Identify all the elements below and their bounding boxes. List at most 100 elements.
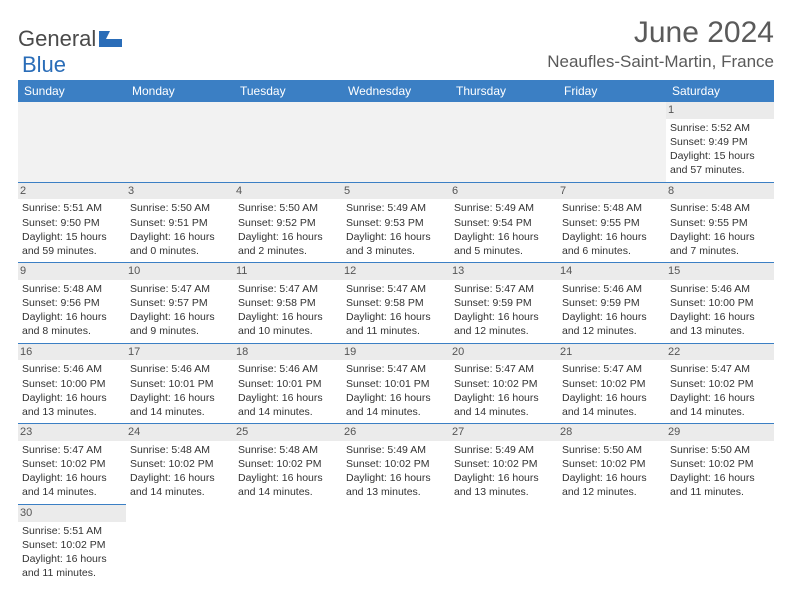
day-number: 8 [666,183,774,200]
daylight-text: and 12 minutes. [562,324,662,338]
day-cell: 11Sunrise: 5:47 AMSunset: 9:58 PMDayligh… [234,263,342,344]
day-cell: 28Sunrise: 5:50 AMSunset: 10:02 PMDaylig… [558,424,666,505]
daylight-text: and 12 minutes. [562,485,662,499]
daylight-text: and 59 minutes. [22,244,122,258]
daylight-text: Daylight: 16 hours [454,310,554,324]
day-header: Saturday [666,80,774,102]
sunset-text: Sunset: 10:01 PM [130,377,230,391]
daylight-text: and 14 minutes. [238,485,338,499]
day-number: 7 [558,183,666,200]
day-cell: 26Sunrise: 5:49 AMSunset: 10:02 PMDaylig… [342,424,450,505]
day-header: Thursday [450,80,558,102]
day-cell [666,504,774,584]
daylight-text: Daylight: 16 hours [346,391,446,405]
day-cell [126,504,234,584]
day-cell: 14Sunrise: 5:46 AMSunset: 9:59 PMDayligh… [558,263,666,344]
daylight-text: and 6 minutes. [562,244,662,258]
day-number: 14 [558,263,666,280]
sunset-text: Sunset: 10:02 PM [22,538,122,552]
sunrise-text: Sunrise: 5:51 AM [22,524,122,538]
sunrise-text: Sunrise: 5:50 AM [238,201,338,215]
daylight-text: and 7 minutes. [670,244,770,258]
daylight-text: Daylight: 16 hours [238,310,338,324]
daylight-text: and 13 minutes. [454,485,554,499]
sunrise-text: Sunrise: 5:48 AM [238,443,338,457]
sunset-text: Sunset: 9:52 PM [238,216,338,230]
daylight-text: and 14 minutes. [346,405,446,419]
daylight-text: Daylight: 16 hours [130,471,230,485]
sunset-text: Sunset: 10:00 PM [22,377,122,391]
daylight-text: Daylight: 16 hours [454,230,554,244]
day-cell [126,102,234,182]
day-cell: 9Sunrise: 5:48 AMSunset: 9:56 PMDaylight… [18,263,126,344]
day-number: 15 [666,263,774,280]
sunrise-text: Sunrise: 5:48 AM [22,282,122,296]
sunrise-text: Sunrise: 5:47 AM [22,443,122,457]
sunset-text: Sunset: 10:00 PM [670,296,770,310]
sunset-text: Sunset: 10:02 PM [454,377,554,391]
day-number: 27 [450,424,558,441]
logo: General [18,26,126,52]
day-cell [558,102,666,182]
sunrise-text: Sunrise: 5:49 AM [454,201,554,215]
sunset-text: Sunset: 9:56 PM [22,296,122,310]
daylight-text: Daylight: 16 hours [22,471,122,485]
day-number: 6 [450,183,558,200]
daylight-text: Daylight: 16 hours [562,310,662,324]
day-cell: 25Sunrise: 5:48 AMSunset: 10:02 PMDaylig… [234,424,342,505]
daylight-text: Daylight: 16 hours [346,310,446,324]
day-number: 5 [342,183,450,200]
day-cell [450,504,558,584]
sunset-text: Sunset: 9:55 PM [562,216,662,230]
daylight-text: Daylight: 16 hours [670,391,770,405]
sunset-text: Sunset: 9:57 PM [130,296,230,310]
sunrise-text: Sunrise: 5:50 AM [130,201,230,215]
daylight-text: Daylight: 16 hours [238,471,338,485]
day-cell: 6Sunrise: 5:49 AMSunset: 9:54 PMDaylight… [450,182,558,263]
daylight-text: Daylight: 16 hours [22,391,122,405]
location: Neaufles-Saint-Martin, France [547,52,774,72]
day-cell: 19Sunrise: 5:47 AMSunset: 10:01 PMDaylig… [342,343,450,424]
day-header: Monday [126,80,234,102]
daylight-text: and 13 minutes. [670,324,770,338]
day-header: Sunday [18,80,126,102]
daylight-text: and 9 minutes. [130,324,230,338]
sunrise-text: Sunrise: 5:46 AM [238,362,338,376]
day-cell: 3Sunrise: 5:50 AMSunset: 9:51 PMDaylight… [126,182,234,263]
daylight-text: and 3 minutes. [346,244,446,258]
sunrise-text: Sunrise: 5:47 AM [562,362,662,376]
daylight-text: and 14 minutes. [22,485,122,499]
daylight-text: and 57 minutes. [670,163,770,177]
day-number: 19 [342,344,450,361]
daylight-text: Daylight: 16 hours [454,391,554,405]
sunrise-text: Sunrise: 5:48 AM [562,201,662,215]
sunset-text: Sunset: 9:55 PM [670,216,770,230]
sunset-text: Sunset: 10:02 PM [346,457,446,471]
sunset-text: Sunset: 10:02 PM [562,377,662,391]
day-number: 4 [234,183,342,200]
sunset-text: Sunset: 10:02 PM [22,457,122,471]
sunrise-text: Sunrise: 5:47 AM [454,282,554,296]
daylight-text: and 14 minutes. [130,405,230,419]
flag-icon [98,29,124,49]
sunrise-text: Sunrise: 5:50 AM [670,443,770,457]
sunset-text: Sunset: 9:49 PM [670,135,770,149]
day-number: 28 [558,424,666,441]
day-number: 11 [234,263,342,280]
day-cell: 1Sunrise: 5:52 AMSunset: 9:49 PMDaylight… [666,102,774,182]
daylight-text: and 14 minutes. [454,405,554,419]
sunset-text: Sunset: 9:53 PM [346,216,446,230]
sunrise-text: Sunrise: 5:48 AM [130,443,230,457]
sunrise-text: Sunrise: 5:47 AM [454,362,554,376]
daylight-text: Daylight: 16 hours [346,230,446,244]
day-number: 26 [342,424,450,441]
sunrise-text: Sunrise: 5:47 AM [670,362,770,376]
day-header: Wednesday [342,80,450,102]
day-cell: 7Sunrise: 5:48 AMSunset: 9:55 PMDaylight… [558,182,666,263]
sunrise-text: Sunrise: 5:47 AM [346,282,446,296]
day-number: 24 [126,424,234,441]
sunrise-text: Sunrise: 5:47 AM [346,362,446,376]
daylight-text: Daylight: 16 hours [562,391,662,405]
daylight-text: Daylight: 16 hours [562,230,662,244]
sunrise-text: Sunrise: 5:50 AM [562,443,662,457]
